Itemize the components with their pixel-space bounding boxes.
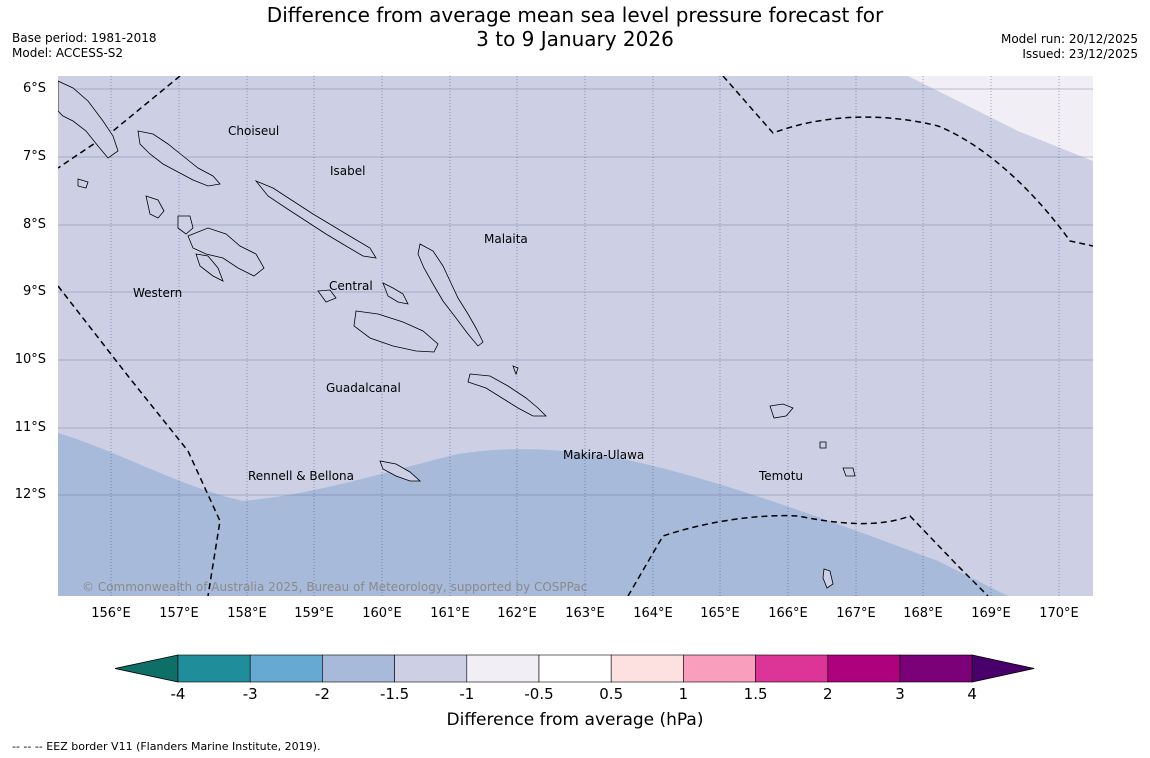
colorbar-tick-label: -3 (242, 685, 258, 703)
ulawa (512, 365, 519, 376)
colorbar-segment (755, 654, 829, 683)
colorbar-arrow-low (114, 654, 179, 683)
colorbar-label: Difference from average (hPa) (446, 710, 704, 730)
lat-label-8s: 8°S (22, 217, 46, 232)
ngella (382, 282, 409, 305)
colorbar-segment (610, 654, 684, 683)
region-choiseul: Choiseul (228, 124, 280, 138)
meta-left: Base period: 1981-2018 Model: ACCESS-S2 (12, 31, 157, 61)
colorbar-tick-label: -4 (170, 685, 186, 703)
lon-label-166e: 166°E (768, 606, 808, 621)
parallels (58, 88, 1093, 496)
region-central: Central (329, 279, 373, 293)
colorbar-tick-label: 2 (823, 685, 833, 703)
field-band-light (908, 76, 1093, 161)
santa-cruz (769, 403, 794, 419)
anuta (822, 568, 834, 589)
bougainville (58, 80, 119, 159)
colorbar-tick-label: 0.5 (599, 685, 624, 703)
map-svg (58, 76, 1093, 596)
colorbar-segment (683, 654, 756, 683)
colorbar-tick-label: 4 (967, 685, 977, 703)
lon-label-160e: 160°E (362, 606, 402, 621)
lat-label-6s: 6°S (22, 81, 46, 96)
guadalcanal-island (353, 310, 439, 353)
lon-label-157e: 157°E (159, 606, 199, 621)
rennell-island (379, 460, 422, 482)
makira-island (467, 373, 547, 417)
lon-label-170e: 170°E (1039, 606, 1079, 621)
colorbar-segments (114, 654, 1035, 683)
region-malaita: Malaita (484, 232, 528, 246)
colorbar-segment (538, 654, 612, 683)
colorbar (114, 654, 1035, 683)
region-guadalcanal: Guadalcanal (326, 381, 401, 395)
colorbar-segment (466, 654, 540, 683)
lon-label-169e: 169°E (971, 606, 1011, 621)
lon-label-161e: 161°E (430, 606, 470, 621)
base-period: Base period: 1981-2018 (12, 31, 157, 45)
colorbar-tick-label: 1 (678, 685, 689, 703)
region-temotu: Temotu (759, 469, 804, 483)
colorbar-segment (177, 654, 251, 683)
lat-label-11s: 11°S (14, 420, 46, 435)
western-islet-1 (145, 195, 165, 219)
lat-label-10s: 10°S (14, 352, 46, 367)
model-name: Model: ACCESS-S2 (12, 46, 124, 60)
lon-label-164e: 164°E (633, 606, 673, 621)
malaita-island (417, 243, 484, 347)
western-islet-2 (77, 178, 89, 189)
lat-label-12s: 12°S (14, 487, 46, 502)
region-isabel: Isabel (330, 164, 366, 178)
title-line-1: Difference from average mean sea level p… (266, 3, 884, 27)
lat-label-9s: 9°S (22, 284, 46, 299)
colorbar-tick-label: -2 (314, 685, 330, 703)
kolombangara (177, 215, 194, 235)
meta-right: Model run: 20/12/2025 Issued: 23/12/2025 (1001, 32, 1138, 62)
lon-label-167e: 167°E (836, 606, 876, 621)
colorbar-tick-label: -1.5 (379, 685, 410, 703)
region-western: Western (133, 286, 183, 300)
isabel-island (254, 180, 377, 259)
lon-label-156e: 156°E (91, 606, 131, 621)
colorbar-segment (249, 654, 323, 683)
lon-label-165e: 165°E (700, 606, 740, 621)
eez-borders (58, 76, 1093, 596)
islands (58, 80, 856, 589)
colorbar-tick-label: 1.5 (743, 685, 768, 703)
issued-date: Issued: 23/12/2025 (1022, 47, 1138, 61)
colorbar-segment (827, 654, 901, 683)
savo (317, 289, 337, 303)
colorbar-tick-label: -0.5 (524, 685, 554, 703)
map-panel (58, 76, 1093, 596)
lon-label-168e: 168°E (903, 606, 943, 621)
temotu-islet-2 (819, 441, 827, 449)
model-run: Model run: 20/12/2025 (1000, 32, 1138, 46)
colorbar-tick-label: -1 (459, 685, 475, 703)
lon-label-159e: 159°E (294, 606, 334, 621)
colorbar-segment (899, 654, 973, 683)
lat-label-7s: 7°S (22, 149, 46, 164)
lon-label-163e: 163°E (565, 606, 605, 621)
temotu-islet-1 (842, 467, 856, 477)
region-rennell-bellona: Rennell & Bellona (248, 469, 355, 483)
chart-title: Difference from average mean sea level p… (0, 3, 1150, 51)
copyright-notice: © Commonwealth of Australia 2025, Bureau… (82, 580, 588, 594)
colorbar-arrow-high (971, 654, 1035, 683)
lon-label-158e: 158°E (227, 606, 267, 621)
lon-label-162e: 162°E (497, 606, 537, 621)
rendova (195, 253, 224, 282)
field-band-blue (58, 433, 1008, 596)
eez-footnote: -- -- -- EEZ border V11 (Flanders Marine… (12, 740, 321, 753)
colorbar-tick-label: 3 (895, 685, 905, 703)
new-georgia (187, 227, 265, 277)
region-makira-ulawa: Makira-Ulawa (563, 448, 645, 462)
colorbar-segment (322, 654, 395, 683)
choiseul-island (137, 130, 221, 187)
title-line-2: 3 to 9 January 2026 (476, 27, 674, 51)
colorbar-segment (394, 654, 468, 683)
